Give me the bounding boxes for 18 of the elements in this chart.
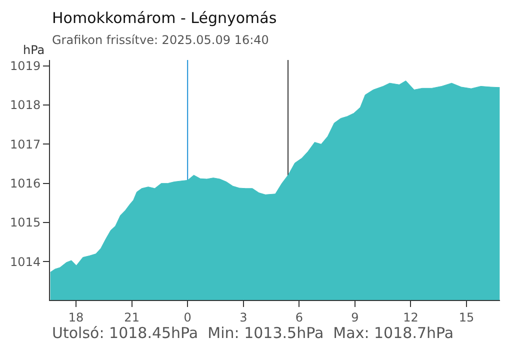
x-tick-label: 18 xyxy=(68,310,84,324)
text: Utolsó: 1018.45hPa Min: 1013.5hPa Max: 1018.7hPa xyxy=(52,324,454,342)
y-tick-label: 1014 xyxy=(10,254,41,269)
x-tick-label: 15 xyxy=(458,310,474,324)
y-tick-label: 1016 xyxy=(10,176,41,191)
x-tick-label: 0 xyxy=(184,310,192,324)
chart-title: Homokkomárom - Légnyomás xyxy=(52,9,277,27)
x-tick-label: 3 xyxy=(240,310,248,324)
y-axis-title: hPa xyxy=(23,43,45,57)
x-tick-label: 12 xyxy=(403,310,418,324)
chart-subtitle: Grafikon frissítve: 2025.05.09 16:40 xyxy=(52,33,269,47)
x-tick-label: 6 xyxy=(295,310,303,324)
x-tick-label: 21 xyxy=(124,310,140,324)
y-tick-label: 1019 xyxy=(10,59,41,74)
y-tick-label: 1017 xyxy=(10,137,41,152)
y-tick-label: 1018 xyxy=(10,98,41,112)
x-tick-label: 9 xyxy=(351,310,359,324)
y-tick-label: 1015 xyxy=(10,216,41,230)
